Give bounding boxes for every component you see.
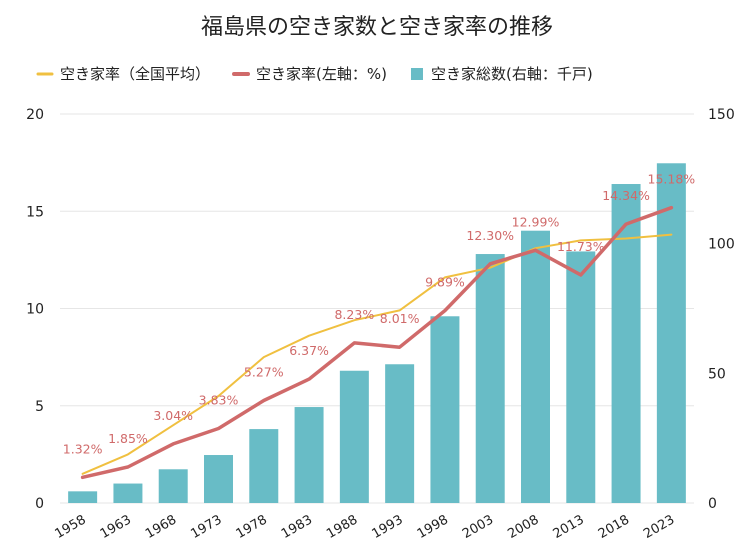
fukushima-rate-line xyxy=(80,205,674,480)
bar-series xyxy=(68,163,686,504)
bar xyxy=(204,455,233,503)
x-tick-label: 2023 xyxy=(641,512,677,542)
bar xyxy=(249,429,279,503)
data-label: 1.85% xyxy=(108,431,148,446)
left-axis: 0 5 10 15 20 xyxy=(26,107,44,512)
x-tick-label: 2018 xyxy=(596,512,632,542)
bar xyxy=(385,364,415,503)
data-label: 11.73% xyxy=(557,239,605,254)
data-labels: 1.32% 1.85% 3.04% 3.83% 5.27% 6.37% 8.23% 8.01%… xyxy=(63,172,696,457)
gridlines xyxy=(60,113,694,504)
x-tick-label: 2013 xyxy=(551,512,587,542)
bar xyxy=(68,491,98,503)
x-tick-label: 1983 xyxy=(279,512,315,542)
x-tick-label: 2003 xyxy=(460,512,496,542)
bar xyxy=(158,469,188,503)
left-tick-label: 15 xyxy=(26,204,44,220)
bar xyxy=(113,483,143,503)
right-tick-label: 50 xyxy=(708,366,726,382)
data-label: 8.01% xyxy=(380,311,420,326)
legend-label: 空き家率（全国平均） xyxy=(60,65,210,83)
chart-title: 福島県の空き家数と空き家率の推移 xyxy=(201,15,553,40)
data-label: 3.04% xyxy=(153,408,193,423)
left-tick-label: 20 xyxy=(26,107,44,123)
x-tick-label: 1958 xyxy=(52,512,88,542)
bar xyxy=(475,254,505,503)
data-label: 12.99% xyxy=(512,214,560,229)
bar xyxy=(656,163,686,504)
x-axis: 1958 1963 1968 1973 1978 1983 1988 1993 1998 2003… xyxy=(52,512,677,542)
x-tick-label: 1988 xyxy=(324,512,360,542)
legend: 空き家率（全国平均） 空き家率(左軸：%) 空き家総数(右軸：千戸) xyxy=(36,65,593,83)
data-label: 8.23% xyxy=(334,307,374,322)
bar xyxy=(339,370,369,503)
legend-swatch xyxy=(410,68,423,80)
x-tick-label: 1998 xyxy=(415,512,451,542)
bar xyxy=(521,230,550,503)
right-tick-label: 0 xyxy=(708,496,717,512)
data-label: 1.32% xyxy=(63,441,103,456)
x-tick-label: 2008 xyxy=(505,512,541,542)
x-tick-label: 1993 xyxy=(369,512,405,542)
x-tick-label: 1973 xyxy=(188,512,224,542)
right-axis: 0 50 100 150 xyxy=(708,107,735,512)
data-label: 5.27% xyxy=(244,364,284,379)
national-average-line xyxy=(81,233,673,475)
data-label: 14.34% xyxy=(602,188,650,203)
data-label: 6.37% xyxy=(289,343,329,358)
left-tick-label: 0 xyxy=(35,496,44,512)
data-label: 9.89% xyxy=(425,275,465,290)
right-tick-label: 150 xyxy=(708,107,735,123)
line-series xyxy=(80,205,674,480)
x-tick-label: 1963 xyxy=(98,512,134,542)
legend-label: 空き家率(左軸：%) xyxy=(256,65,387,83)
legend-label: 空き家総数(右軸：千戸) xyxy=(431,65,593,83)
data-label: 12.30% xyxy=(466,228,514,243)
left-tick-label: 10 xyxy=(26,302,44,318)
data-label: 3.83% xyxy=(199,393,239,408)
right-tick-label: 100 xyxy=(708,237,735,253)
x-tick-label: 1968 xyxy=(143,512,179,542)
bar xyxy=(294,407,324,503)
left-tick-label: 5 xyxy=(35,399,44,415)
bar xyxy=(611,184,641,503)
x-tick-label: 1978 xyxy=(234,512,270,542)
bar xyxy=(566,251,596,503)
bar xyxy=(430,316,460,503)
data-label: 15.18% xyxy=(648,172,696,187)
